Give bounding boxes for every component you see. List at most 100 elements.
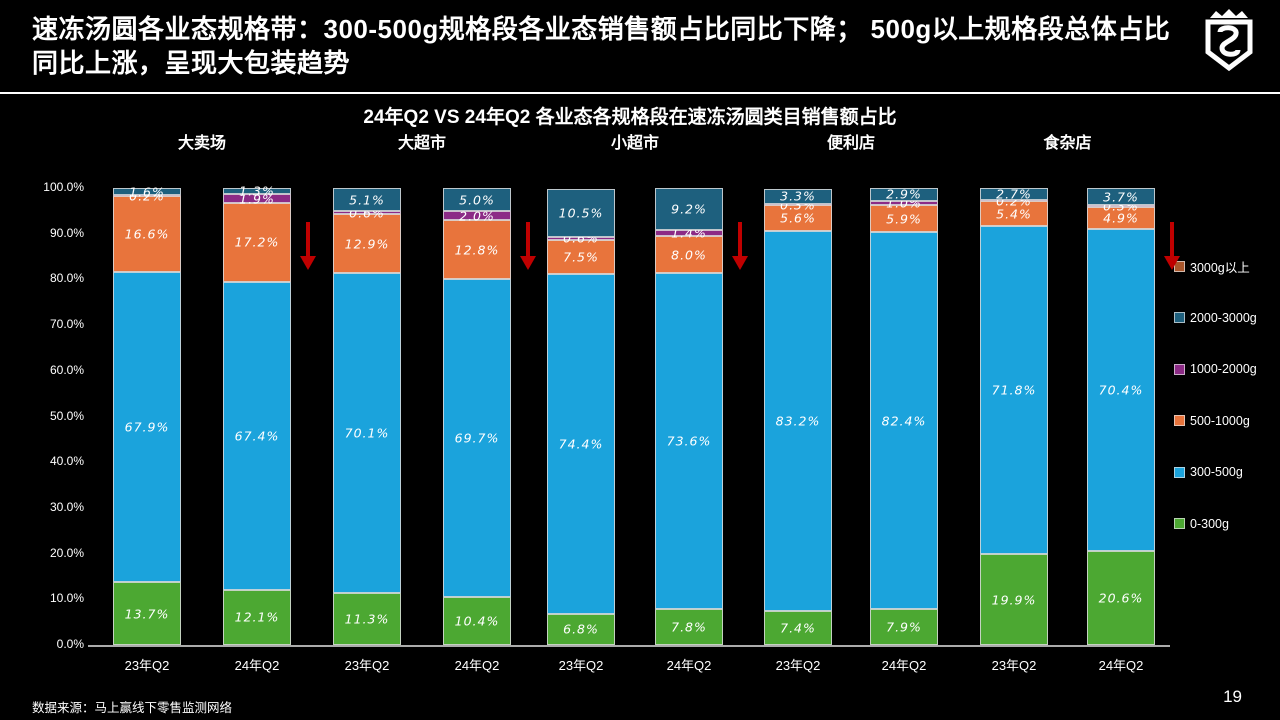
bar-segment-2000-3000g	[980, 188, 1048, 201]
segment-value-label: 6.8%	[563, 621, 599, 637]
segment-value-label: 17.2%	[234, 234, 280, 250]
y-tick-label: 10.0%	[49, 591, 84, 606]
page-number: 19	[1223, 687, 1242, 706]
y-tick-label: 0.0%	[56, 637, 84, 651]
bar-segment-2000-3000g	[1087, 188, 1155, 206]
x-axis-label: 24年Q2	[454, 658, 500, 673]
legend-label: 500-1000g	[1190, 413, 1250, 428]
x-axis-label: 23年Q2	[124, 658, 170, 673]
bar-segment-300-500g	[547, 273, 615, 614]
segment-value-label: 16.6%	[124, 226, 170, 242]
bar-segment-300-500g	[655, 273, 723, 610]
x-axis-line	[88, 645, 1170, 647]
segment-value-label: 1.9%	[239, 191, 275, 207]
legend-item-1000-2000g: 1000-2000g	[1174, 361, 1257, 377]
bar-segment-2000-3000g	[547, 188, 615, 237]
legend-item-3000g以上: 3000g以上	[1174, 258, 1250, 275]
plot-area: 13.7% 67.9% 16.6% 0.2% 1.6% 12.1% 67.4% 17.2% 1.…	[90, 184, 1170, 645]
decline-arrow-icon	[520, 222, 536, 270]
bar-segment-500-1000g	[980, 201, 1048, 226]
bar-segment-300-500g	[223, 281, 291, 590]
segment-value-label: 5.6%	[780, 210, 816, 226]
segment-value-label: 12.8%	[454, 242, 500, 258]
bar-segment-2000-3000g	[333, 188, 401, 212]
bar-segment-1000-2000g	[655, 230, 723, 237]
segment-value-label: 10.4%	[454, 613, 500, 629]
bar-segment-300-500g	[1087, 229, 1155, 551]
segment-value-label: 5.9%	[886, 211, 922, 227]
bar-segment-0-300g	[443, 597, 511, 645]
segment-value-label: 71.8%	[991, 382, 1037, 398]
segment-value-label: 9.2%	[671, 201, 707, 217]
segment-value-label: 3.3%	[780, 188, 816, 204]
segment-value-label: 83.2%	[775, 413, 821, 429]
y-tick-label: 40.0%	[49, 454, 84, 469]
legend-swatch-icon	[1174, 415, 1185, 426]
data-source-note: 数据来源：马上赢线下零售监测网络	[32, 701, 233, 715]
y-tick-label: 20.0%	[49, 545, 84, 560]
legend-label: 0-300g	[1190, 516, 1229, 531]
bar-segment-500-1000g	[870, 205, 938, 233]
group-header-大超市: 大超市	[397, 135, 447, 152]
decline-arrow-icon	[732, 222, 748, 270]
segment-value-label: 3.7%	[1103, 189, 1139, 205]
segment-value-label: 19.9%	[991, 592, 1037, 608]
decline-arrow-icon	[300, 222, 316, 270]
segment-value-label: 70.4%	[1098, 382, 1144, 398]
x-axis-label: 24年Q2	[881, 658, 927, 673]
legend-label: 300-500g	[1190, 465, 1243, 479]
bar-segment-300-500g	[764, 230, 832, 612]
slide-title: 速冻汤圆各业态规格带：300-500g规格段各业态销售额占比同比下降； 500g…	[32, 14, 1171, 79]
bar-segment-0-300g	[655, 609, 723, 645]
legend-swatch-icon	[1174, 518, 1185, 529]
bar-segment-1000-2000g	[443, 211, 511, 221]
bar-segment-2000-3000g	[870, 187, 938, 201]
legend-label: 3000g以上	[1190, 260, 1250, 275]
bar-segment-0-300g	[333, 593, 401, 645]
segment-value-label: 5.0%	[459, 192, 495, 208]
y-tick-label: 90.0%	[49, 225, 84, 240]
shield-crown-logo-icon	[1205, 9, 1253, 72]
bar-segment-0-300g	[223, 589, 291, 645]
legend-swatch-icon	[1174, 466, 1185, 478]
bar-segment-500-1000g	[1087, 206, 1155, 230]
x-axis-label: 23年Q2	[558, 658, 604, 673]
x-axis-label: 23年Q2	[775, 658, 821, 673]
y-tick-label: 80.0%	[49, 271, 84, 286]
segment-value-label: 7.9%	[886, 619, 922, 635]
legend-swatch-icon	[1174, 312, 1185, 323]
bar-segment-300-500g	[980, 225, 1048, 555]
legend-swatch-icon	[1174, 260, 1185, 272]
y-tick-label: 30.0%	[49, 499, 84, 514]
segment-value-label: 20.6%	[1098, 590, 1144, 606]
y-tick-label: 50.0%	[49, 408, 84, 423]
y-tick-label: 60.0%	[49, 362, 84, 377]
bar-segment-500-1000g	[547, 239, 615, 274]
segment-value-label: 69.7%	[454, 430, 500, 446]
bar-segment-500-1000g	[655, 236, 723, 274]
y-tick-label: 100.0%	[43, 180, 84, 194]
bar-segment-500-1000g	[333, 214, 401, 274]
bar-segment-1000-2000g	[547, 236, 615, 240]
legend-swatch-icon	[1174, 363, 1185, 375]
bar-segment-0-300g	[764, 611, 832, 645]
bar-segment-0-300g	[113, 582, 181, 645]
segment-value-label: 82.4%	[881, 413, 927, 429]
segment-value-label: 2.7%	[996, 186, 1032, 202]
header-divider	[0, 92, 1280, 94]
segment-value-label: 67.9%	[124, 419, 170, 435]
stacked-bar-便利店-23年Q2: 7.4% 83.2% 5.6% 0.3% 3.3%	[764, 188, 832, 645]
bar-segment-0-300g	[547, 613, 615, 645]
x-axis-label: 23年Q2	[344, 658, 390, 673]
segment-value-label: 70.1%	[344, 425, 390, 441]
x-axis-label: 24年Q2	[666, 658, 712, 673]
segment-value-label: 67.4%	[234, 428, 280, 444]
x-axis-label: 24年Q2	[234, 658, 280, 673]
segment-value-label: 7.4%	[780, 620, 816, 636]
group-header-食杂店: 食杂店	[1043, 135, 1092, 152]
group-header-大卖场: 大卖场	[177, 135, 227, 152]
bar-segment-500-1000g	[443, 220, 511, 279]
chart-title: 24年Q2 VS 24年Q2 各业态各规格段在速冻汤圆类目销售额占比	[363, 107, 897, 128]
bar-segment-0-300g	[870, 608, 938, 645]
stacked-bar-小超市-23年Q2: 6.8% 74.4% 7.5% 0.6% 10.5%	[547, 188, 615, 645]
